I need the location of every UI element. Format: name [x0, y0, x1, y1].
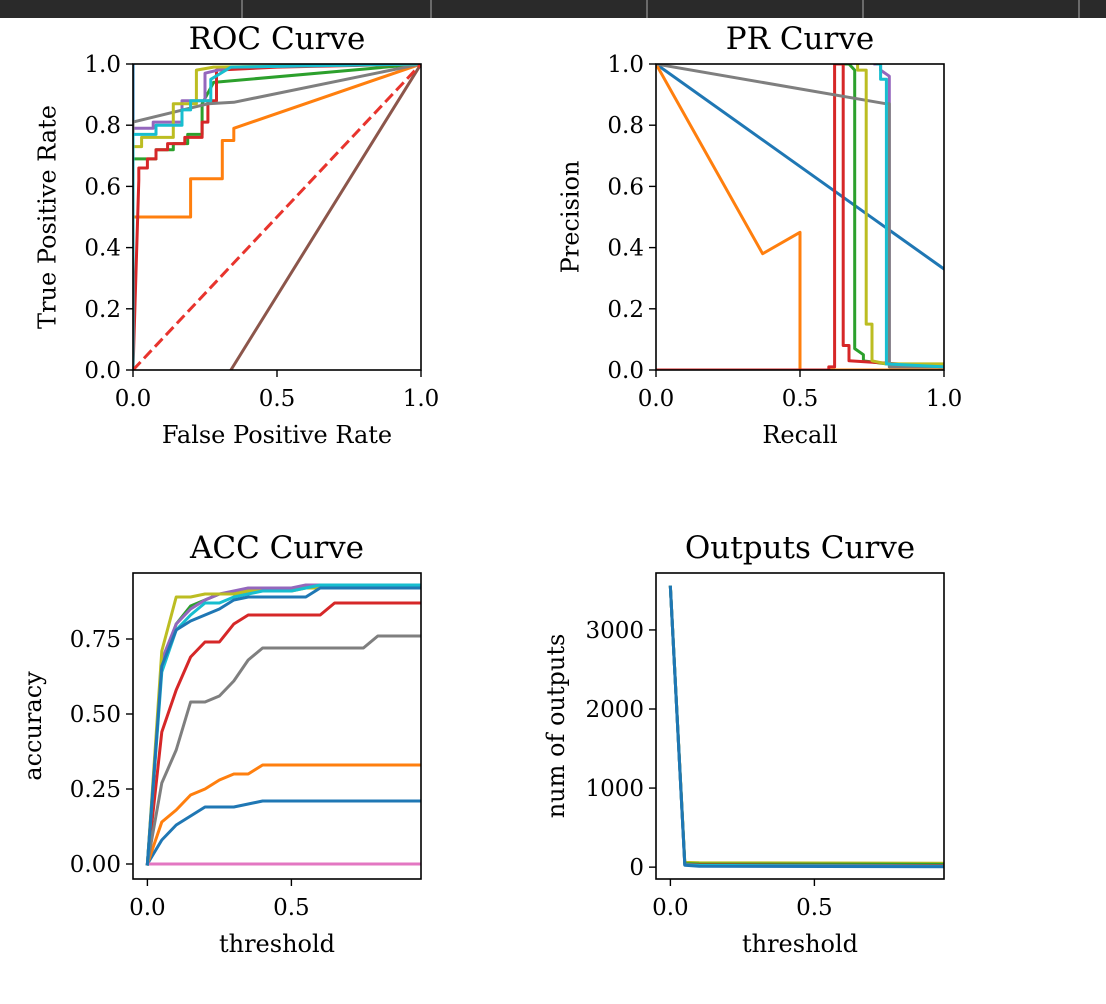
roc-series-line-6 [229, 64, 421, 370]
roc-series-line-9 [133, 64, 421, 370]
acc-series-line-5 [145, 583, 421, 866]
pr-y-tick-label: 0.2 [607, 297, 644, 323]
acc-series-line-8 [145, 586, 421, 866]
roc-y-tick-label: 0.6 [84, 174, 121, 200]
acc-series-line-1 [145, 799, 421, 867]
acc-y-tick-label: 0.25 [70, 777, 121, 803]
acc-series-line-7 [145, 634, 421, 866]
pr-x-axis-label: Recall [762, 421, 837, 449]
roc-y-tick-label: 0.4 [84, 236, 121, 262]
roc-x-axis-label: False Positive Rate [162, 421, 392, 449]
outputs-axes-frame [655, 572, 945, 880]
outputs-series-line-2 [668, 585, 944, 866]
acc-chart: 0.0 0.5 0.00 0.25 0.50 0.75 ACC Curve threshold… [19, 530, 422, 958]
acc-series-line-10 [145, 586, 421, 866]
acc-x-tick-label: 0.0 [129, 895, 166, 921]
pr-x-tick-label: 0.0 [638, 386, 675, 412]
outputs-series-line-4 [668, 585, 944, 868]
pr-series-group [656, 64, 944, 370]
pr-y-axis-label: Precision [557, 161, 585, 274]
roc-x-tick-label: 1.0 [403, 386, 440, 412]
outputs-y-axis-label: num of outputs [542, 634, 570, 819]
acc-axes-frame [132, 572, 422, 880]
pr-x-tick-label: 1.0 [926, 386, 963, 412]
acc-series-line-9 [145, 583, 421, 866]
outputs-series-line-3 [668, 585, 944, 868]
outputs-y-tick-label: 1000 [585, 776, 644, 802]
roc-series-line-4 [133, 64, 421, 370]
outputs-chart-title: Outputs Curve [685, 530, 915, 566]
pr-y-tick-label: 0.4 [607, 236, 644, 262]
acc-y-axis-label: accuracy [19, 671, 47, 781]
acc-series-line-2 [145, 763, 421, 866]
roc-y-tick-label: 0.8 [84, 113, 121, 139]
outputs-x-axis-label: threshold [742, 930, 858, 958]
acc-series-group [145, 583, 421, 867]
outputs-x-tick-label: 0.5 [796, 895, 833, 921]
pr-y-tick-label: 0.8 [607, 113, 644, 139]
pr-series-line-6 [656, 64, 944, 369]
outputs-series-group [668, 585, 944, 869]
pr-x-tick-label: 0.5 [782, 386, 819, 412]
outputs-series-line-1 [668, 585, 944, 865]
roc-x-tick-label: 0.0 [115, 386, 152, 412]
pr-series-line-8 [876, 64, 944, 369]
acc-y-tick-label: 0.50 [70, 702, 121, 728]
roc-chart: 0.0 0.5 1.0 0.0 0.2 0.4 0.6 0.8 1.0 ROC Curve Fals… [34, 21, 440, 449]
outputs-chart: 0.0 0.5 0 1000 2000 3000 Outputs Curve threshol… [542, 530, 945, 958]
roc-y-axis-label: True Positive Rate [34, 105, 62, 329]
acc-x-axis-label: threshold [219, 930, 335, 958]
pr-series-line-1 [656, 64, 944, 271]
pr-series-line-3 [841, 64, 944, 369]
acc-x-tick-label: 0.5 [273, 895, 310, 921]
tab-separator [430, 0, 432, 18]
outputs-x-tick-label: 0.0 [652, 895, 689, 921]
roc-series-line-10 [133, 64, 421, 370]
tab-separator [1078, 0, 1080, 18]
roc-y-tick-label: 0.2 [84, 297, 121, 323]
acc-chart-title: ACC Curve [189, 530, 364, 566]
pr-y-tick-label: 0.6 [607, 174, 644, 200]
pr-series-line-2 [656, 64, 944, 370]
pr-series-line-4 [656, 64, 944, 370]
outputs-y-tick-label: 0 [629, 855, 644, 881]
outputs-series-line-5 [668, 585, 944, 869]
roc-series-line-11 [133, 64, 421, 370]
roc-series-line-8 [133, 64, 421, 370]
outputs-y-tick-label: 2000 [585, 697, 644, 723]
window-top-bar [0, 0, 1106, 18]
acc-series-line-4 [145, 601, 421, 866]
roc-y-tick-label: 1.0 [84, 52, 121, 78]
acc-series-line-3 [145, 586, 421, 866]
tab-separator [241, 0, 243, 18]
pr-series-line-7 [856, 64, 944, 366]
acc-y-tick-label: 0.00 [70, 852, 121, 878]
roc-y-tick-label: 0.0 [84, 358, 121, 384]
pr-y-tick-label: 1.0 [607, 52, 644, 78]
roc-x-tick-label: 0.5 [259, 386, 296, 412]
tab-separator [646, 0, 648, 18]
tab-separator [862, 0, 864, 18]
roc-series-group [133, 64, 421, 370]
pr-chart: 0.0 0.5 1.0 0.0 0.2 0.4 0.6 0.8 1.0 PR Curve Recal… [557, 21, 963, 449]
outputs-y-tick-label: 3000 [585, 618, 644, 644]
pr-y-tick-label: 0.0 [607, 358, 644, 384]
roc-chart-title: ROC Curve [189, 21, 366, 57]
roc-series-line-2 [133, 64, 421, 370]
acc-y-tick-label: 0.75 [70, 627, 121, 653]
pr-chart-title: PR Curve [726, 21, 874, 57]
